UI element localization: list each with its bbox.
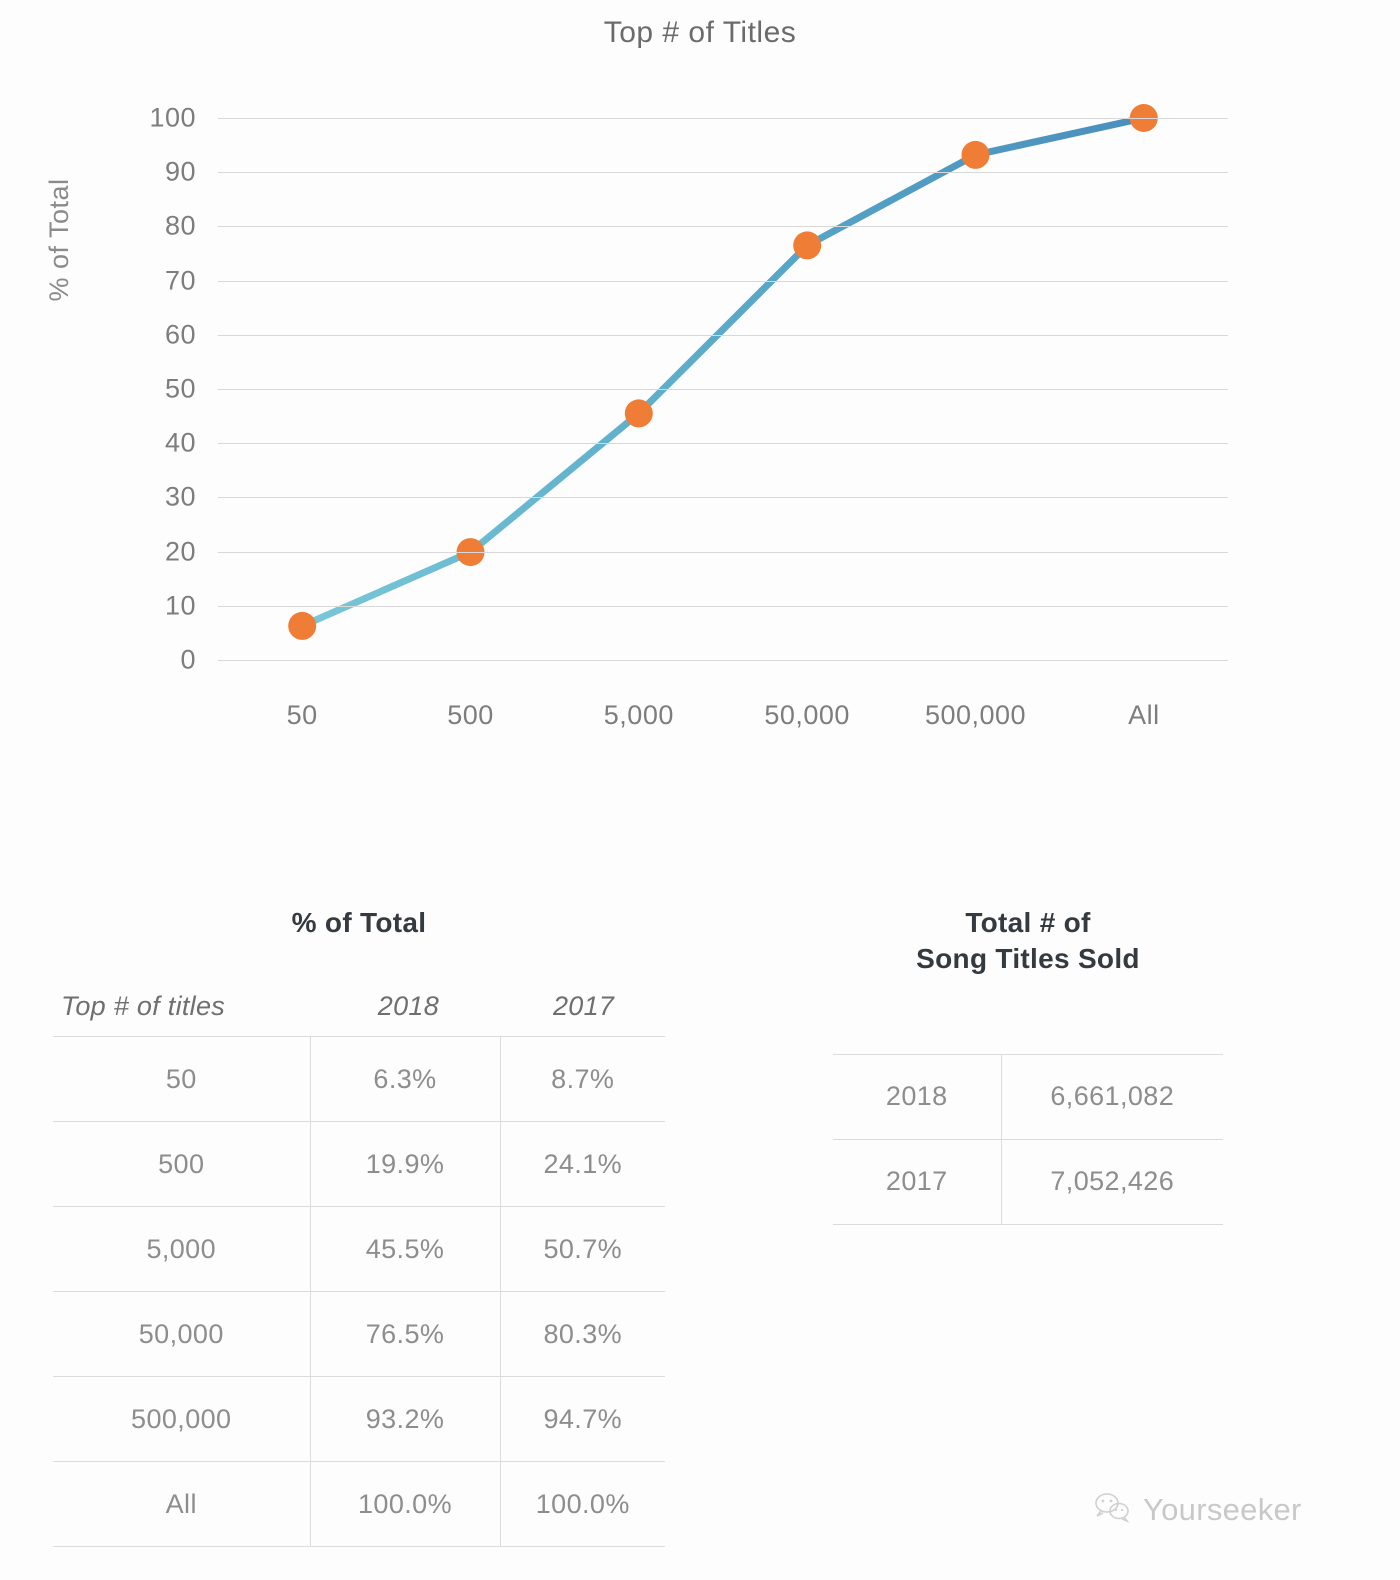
table-cell: 100.0% <box>500 1461 665 1548</box>
table-row: 500,000 93.2% 94.7% <box>53 1376 665 1462</box>
y-tick-label: 70 <box>164 265 196 296</box>
table-cell: 6.3% <box>310 1036 501 1122</box>
y-axis-tick-labels: 0 10 20 30 40 50 60 70 80 90 100 <box>0 103 196 675</box>
table-cell: 50.7% <box>500 1206 665 1292</box>
right-table-title-line2: Song Titles Sold <box>916 943 1140 975</box>
gridline <box>218 226 1228 228</box>
wechat-icon <box>1093 1490 1131 1529</box>
plot-area <box>218 104 1228 661</box>
data-point-marker <box>288 611 317 640</box>
table-cell: 76.5% <box>310 1291 501 1377</box>
x-tick-label: All <box>1128 700 1160 730</box>
x-axis-tick-labels: 50 500 5,000 50,000 500,000 All <box>218 700 1228 750</box>
x-tick-label: 50,000 <box>764 700 850 730</box>
table-cell: 80.3% <box>500 1291 665 1377</box>
series-line <box>298 114 1148 630</box>
left-table-title: % of Total <box>291 907 427 938</box>
gridline <box>218 334 1228 336</box>
table-row: 500 19.9% 24.1% <box>53 1121 665 1207</box>
y-tick-label: 90 <box>164 156 196 187</box>
gridline <box>218 605 1228 607</box>
table-cell: All <box>53 1461 311 1548</box>
table-row: 50,000 76.5% 80.3% <box>53 1291 665 1377</box>
series-markers <box>288 104 1158 640</box>
x-tick-label: 5,000 <box>603 700 674 730</box>
x-tick-label: 500,000 <box>924 700 1027 730</box>
table-row: 2017 7,052,426 <box>833 1138 1223 1225</box>
data-point-marker <box>961 140 990 169</box>
y-tick-label: 60 <box>164 319 196 350</box>
table-cell: 45.5% <box>310 1206 501 1292</box>
chart-section: Top # of Titles % of Total 0 10 20 30 40 50 60… <box>0 0 1400 780</box>
gridline <box>218 172 1228 174</box>
table-cell: 5,000 <box>53 1206 311 1292</box>
left-table-column-headers: Top # of titles 2018 2017 <box>53 991 665 1036</box>
watermark: Yourseeker <box>1093 1490 1302 1529</box>
gridline <box>218 660 1228 661</box>
y-tick-label: 20 <box>164 536 196 567</box>
gridline <box>218 118 1228 119</box>
x-tick-label: 50 <box>286 700 318 730</box>
table-cell: 19.9% <box>310 1121 501 1207</box>
x-tick-label: 500 <box>447 700 494 730</box>
y-tick-label: 10 <box>164 590 196 621</box>
column-header-2018: 2018 <box>377 991 440 1022</box>
table-cell: 7,052,426 <box>1001 1138 1223 1225</box>
y-tick-label: 100 <box>149 102 196 133</box>
table-row: All 100.0% 100.0% <box>53 1461 665 1548</box>
line-series-svg <box>288 104 1158 640</box>
gridline <box>218 443 1228 445</box>
right-table-title-line1: Total # of <box>965 907 1091 938</box>
gridline <box>218 389 1228 390</box>
y-tick-label: 50 <box>164 373 196 404</box>
y-tick-label: 30 <box>164 481 196 512</box>
column-header-top-num-titles: Top # of titles <box>61 991 226 1022</box>
table-cell: 50 <box>53 1036 311 1122</box>
table-cell: 100.0% <box>310 1461 501 1548</box>
gridline <box>218 280 1228 282</box>
table-row: 50 6.3% 8.7% <box>53 1036 665 1122</box>
table-cell: 2017 <box>833 1138 1002 1225</box>
table-cell: 2018 <box>833 1053 1002 1140</box>
total-song-titles-sold-block: Total # of Song Titles Sold 2018 6,661,08… <box>833 905 1223 1225</box>
y-tick-label: 80 <box>164 210 196 241</box>
data-point-marker <box>793 231 822 260</box>
table-cell: 500 <box>53 1121 311 1207</box>
y-tick-label: 40 <box>164 427 196 458</box>
table-cell: 6,661,082 <box>1001 1053 1223 1140</box>
table-row: 2018 6,661,082 <box>833 1053 1223 1140</box>
table-cell: 94.7% <box>500 1376 665 1462</box>
table-row: 5,000 45.5% 50.7% <box>53 1206 665 1292</box>
table-cell: 500,000 <box>53 1376 311 1462</box>
percent-of-total-table-block: % of Total Top # of titles 2018 2017 50 6… <box>53 905 665 1548</box>
chart-title: Top # of Titles <box>603 16 797 49</box>
gridline <box>218 551 1228 553</box>
table-cell: 24.1% <box>500 1121 665 1207</box>
percent-of-total-table: 50 6.3% 8.7% 500 19.9% 24.1% 5,000 45.5% 50.7% 50… <box>53 1036 665 1548</box>
data-point-marker <box>624 399 653 428</box>
right-table-title: Total # of Song Titles Sold <box>833 905 1223 978</box>
column-header-2017: 2017 <box>552 991 615 1022</box>
watermark-label: Yourseeker <box>1143 1491 1302 1527</box>
table-cell: 93.2% <box>310 1376 501 1462</box>
y-tick-label: 0 <box>180 644 196 675</box>
table-cell: 50,000 <box>53 1291 311 1377</box>
total-song-titles-sold-table: 2018 6,661,082 2017 7,052,426 <box>833 1053 1223 1225</box>
table-cell: 8.7% <box>500 1036 665 1122</box>
gridline <box>218 497 1228 499</box>
